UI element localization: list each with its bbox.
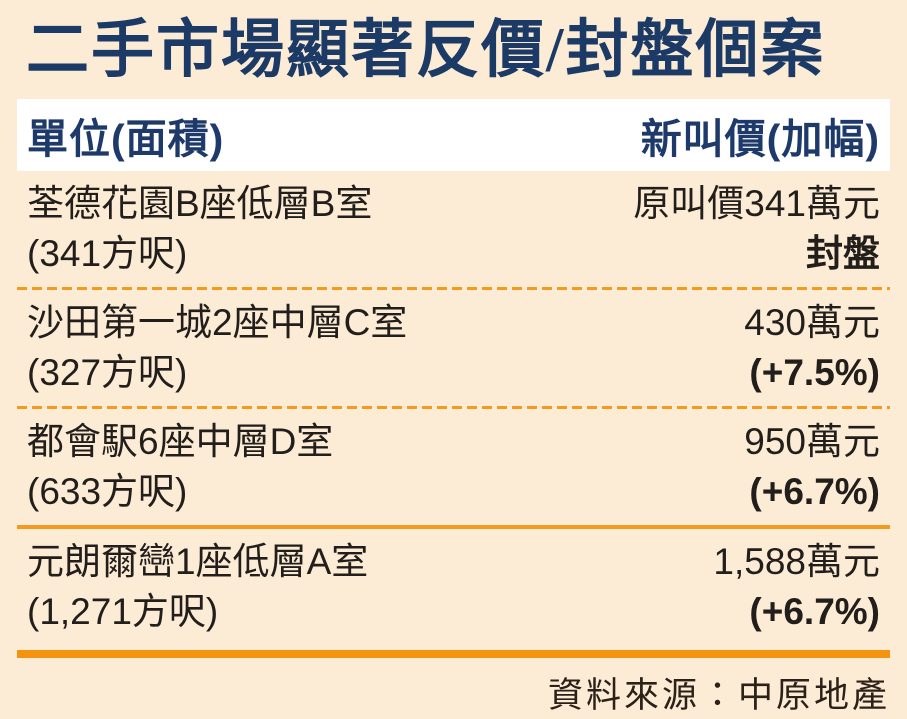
unit-name: 荃德花園B座低層B室 [27, 183, 373, 225]
bottom-rule [17, 650, 890, 659]
table-row: 元朗爾巒1座低層A室 (1,271方呎) 1,588萬元 (+6.7%) [17, 529, 890, 645]
row-separator [17, 525, 890, 530]
source-caption: 資料來源：中原地產 [547, 676, 890, 716]
unit-area: (341方呎) [27, 233, 188, 275]
table-row: 都會駅6座中層D室 (633方呎) 950萬元 (+6.7%) [17, 409, 890, 525]
price-value: 1,588萬元 [713, 541, 880, 583]
unit-name: 元朗爾巒1座低層A室 [27, 541, 369, 583]
column-header-unit: 單位(面積) [27, 116, 225, 163]
price-change: 封盤 [806, 233, 880, 275]
unit-area: (327方呎) [27, 352, 188, 394]
table-header: 單位(面積) 新叫價(加幅) [17, 99, 890, 172]
price-change: (+7.5%) [749, 352, 880, 394]
unit-area: (633方呎) [27, 471, 188, 513]
row-separator [17, 406, 890, 410]
price-value: 950萬元 [744, 421, 880, 463]
price-cell: 1,588萬元 (+6.7%) [713, 537, 880, 637]
price-cell: 950萬元 (+6.7%) [744, 417, 880, 517]
price-value: 原叫價341萬元 [633, 183, 880, 225]
price-change: (+6.7%) [749, 591, 880, 633]
table-row: 沙田第一城2座中層C室 (327方呎) 430萬元 (+7.5%) [17, 290, 890, 406]
row-separator [17, 287, 890, 291]
page-title: 二手市場顯著反價/封盤個案 [26, 15, 826, 85]
price-value: 430萬元 [744, 302, 880, 344]
price-cell: 原叫價341萬元 封盤 [633, 179, 880, 279]
price-cell: 430萬元 (+7.5%) [744, 298, 880, 398]
price-change: (+6.7%) [749, 471, 880, 513]
unit-name: 都會駅6座中層D室 [27, 421, 334, 463]
unit-cell: 元朗爾巒1座低層A室 (1,271方呎) [27, 537, 368, 637]
unit-cell: 沙田第一城2座中層C室 (327方呎) [27, 298, 407, 398]
column-header-price: 新叫價(加幅) [640, 116, 880, 163]
table-row: 荃德花園B座低層B室 (341方呎) 原叫價341萬元 封盤 [17, 171, 890, 287]
unit-name: 沙田第一城2座中層C室 [27, 302, 408, 344]
unit-cell: 荃德花園B座低層B室 (341方呎) [27, 179, 372, 279]
unit-cell: 都會駅6座中層D室 (633方呎) [27, 417, 333, 517]
unit-area: (1,271方呎) [27, 591, 219, 633]
